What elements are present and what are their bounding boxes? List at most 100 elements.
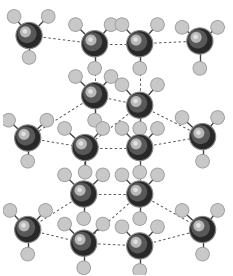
Circle shape (3, 204, 17, 217)
Circle shape (2, 113, 15, 127)
Circle shape (128, 136, 147, 155)
Circle shape (77, 187, 82, 192)
Circle shape (133, 212, 147, 225)
Circle shape (104, 70, 118, 83)
Circle shape (115, 220, 129, 233)
Circle shape (39, 204, 52, 217)
Circle shape (72, 134, 98, 161)
Circle shape (83, 32, 102, 51)
Circle shape (16, 127, 35, 145)
Circle shape (127, 181, 153, 207)
Circle shape (58, 122, 72, 135)
Circle shape (211, 111, 224, 124)
Circle shape (18, 24, 37, 43)
Circle shape (151, 18, 164, 31)
Circle shape (88, 62, 102, 75)
Circle shape (69, 18, 82, 31)
Circle shape (191, 125, 210, 144)
Circle shape (151, 78, 164, 92)
Circle shape (130, 96, 142, 107)
Circle shape (18, 220, 30, 231)
Circle shape (71, 181, 97, 207)
Circle shape (115, 122, 129, 135)
Circle shape (196, 247, 209, 261)
Circle shape (189, 216, 216, 243)
Circle shape (78, 165, 92, 179)
Circle shape (133, 239, 138, 244)
Circle shape (58, 168, 72, 182)
Circle shape (133, 141, 138, 146)
Circle shape (130, 185, 142, 196)
Circle shape (151, 168, 164, 182)
Circle shape (21, 154, 34, 168)
Circle shape (196, 130, 201, 135)
Circle shape (15, 125, 41, 151)
Circle shape (133, 187, 138, 192)
Circle shape (20, 26, 31, 37)
Circle shape (75, 234, 86, 245)
Circle shape (127, 233, 153, 259)
Circle shape (21, 131, 26, 136)
Circle shape (193, 128, 204, 139)
Circle shape (82, 31, 108, 57)
Circle shape (196, 223, 201, 228)
Circle shape (58, 217, 72, 231)
Circle shape (175, 111, 189, 124)
Circle shape (15, 216, 41, 243)
Circle shape (151, 220, 164, 233)
Circle shape (191, 32, 202, 43)
Circle shape (130, 34, 142, 46)
Circle shape (175, 204, 189, 217)
Circle shape (18, 129, 30, 140)
Circle shape (76, 138, 87, 149)
Circle shape (22, 51, 36, 64)
Circle shape (115, 18, 129, 31)
Circle shape (77, 237, 82, 241)
Circle shape (191, 218, 210, 237)
Circle shape (175, 20, 189, 34)
Circle shape (133, 122, 147, 135)
Circle shape (133, 264, 147, 276)
Circle shape (74, 136, 93, 155)
Circle shape (21, 247, 34, 261)
Circle shape (193, 34, 198, 39)
Circle shape (211, 204, 224, 217)
Circle shape (128, 94, 147, 113)
Circle shape (16, 218, 35, 237)
Circle shape (133, 99, 138, 104)
Circle shape (104, 18, 118, 31)
Circle shape (88, 89, 93, 94)
Circle shape (41, 10, 55, 23)
Circle shape (133, 62, 147, 75)
Circle shape (133, 165, 147, 179)
Circle shape (196, 154, 209, 168)
Circle shape (151, 122, 164, 135)
Circle shape (128, 235, 147, 253)
Circle shape (86, 86, 96, 97)
Circle shape (127, 31, 153, 57)
Circle shape (115, 168, 129, 182)
Circle shape (88, 37, 93, 42)
Circle shape (77, 261, 91, 275)
Circle shape (130, 237, 142, 248)
Circle shape (188, 30, 207, 49)
Circle shape (71, 230, 97, 256)
Circle shape (72, 232, 91, 251)
Circle shape (16, 22, 42, 49)
Circle shape (96, 217, 110, 231)
Circle shape (40, 113, 54, 127)
Circle shape (193, 62, 207, 75)
Circle shape (127, 134, 153, 161)
Circle shape (83, 84, 102, 103)
Circle shape (128, 183, 147, 201)
Circle shape (21, 223, 26, 228)
Circle shape (130, 138, 142, 149)
Circle shape (115, 78, 129, 92)
Circle shape (193, 220, 204, 231)
Circle shape (189, 124, 216, 150)
Circle shape (77, 212, 91, 225)
Circle shape (96, 122, 110, 135)
Circle shape (86, 34, 96, 46)
Circle shape (79, 141, 83, 146)
Circle shape (128, 32, 147, 51)
